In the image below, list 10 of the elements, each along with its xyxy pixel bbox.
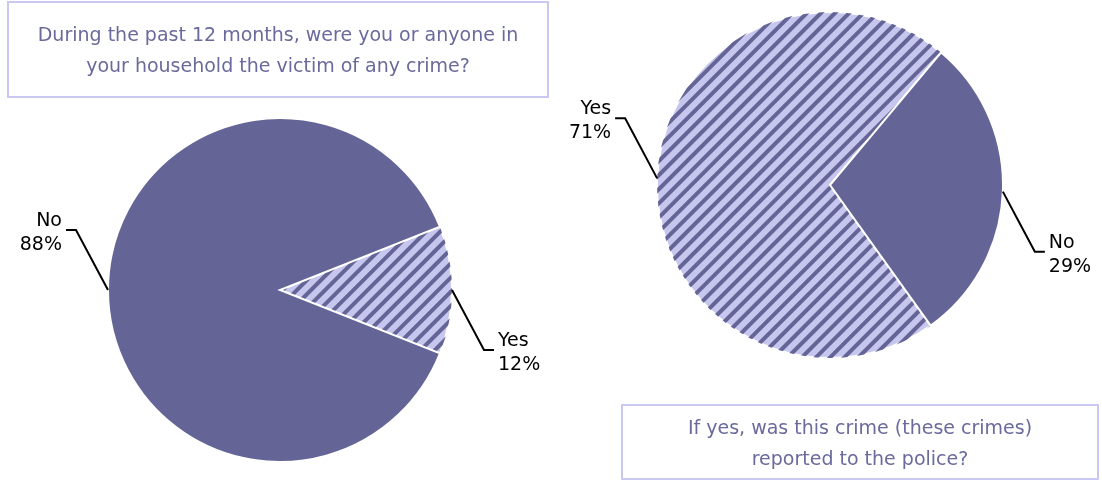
slice-label: Yes <box>497 328 529 350</box>
slice-label: Yes <box>579 96 612 119</box>
slice-label: No <box>1048 229 1075 252</box>
data-label: 88% <box>19 232 62 254</box>
text: If yes, was this crime (these crimes) reported to the police? <box>687 415 1033 469</box>
slice-label: No <box>36 208 62 230</box>
data-label: 12% <box>498 352 541 374</box>
data-label: 71% <box>568 120 612 143</box>
chart-title: During the past 12 months, were you or anyone in your household the victim of any crime? <box>37 23 519 76</box>
data-label: 29% <box>1048 253 1092 276</box>
